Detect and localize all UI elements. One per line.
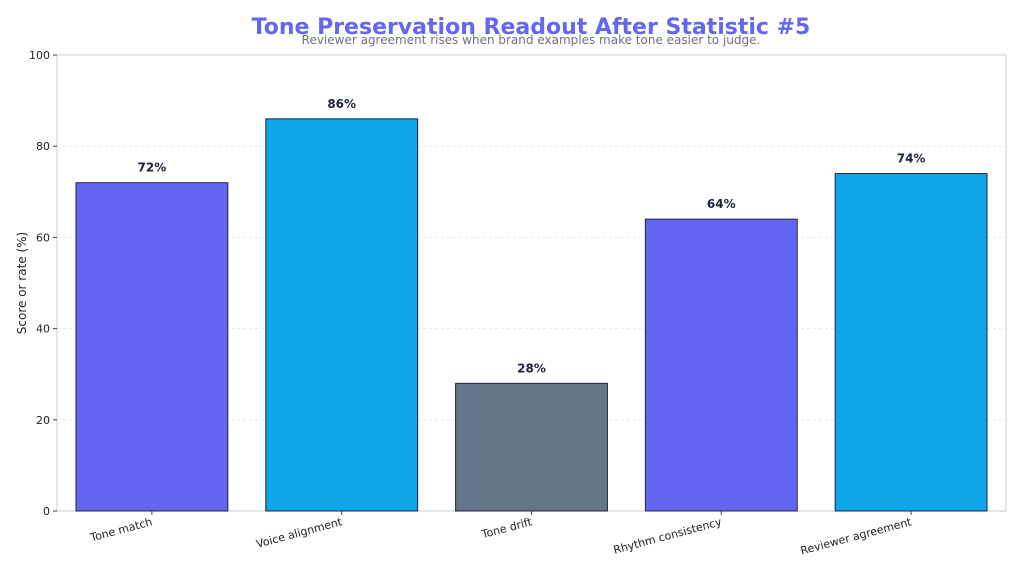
y-axis-label: Score or rate (%) <box>15 232 29 334</box>
x-tick-label: Tone match <box>88 515 154 544</box>
bar-value-label: 28% <box>517 361 546 375</box>
y-tick-label: 60 <box>36 231 50 244</box>
x-tick-label: Voice alignment <box>255 515 344 551</box>
x-tick-label: Rhythm consistency <box>612 515 724 557</box>
bar <box>834 173 988 512</box>
x-tick-label: Tone drift <box>479 515 534 541</box>
y-tick-label: 0 <box>43 505 50 518</box>
bar <box>644 218 798 512</box>
y-tick-label: 20 <box>36 414 50 427</box>
bar-value-label: 72% <box>138 161 167 175</box>
y-tick-label: 40 <box>36 323 50 336</box>
bar <box>75 182 229 512</box>
bar <box>265 118 419 512</box>
bars <box>75 118 988 512</box>
bar-value-label: 86% <box>327 97 356 111</box>
x-tick-label: Reviewer agreement <box>799 515 913 557</box>
data-labels: 72% 86% 28% 64% 74% <box>138 97 926 375</box>
y-tick-label: 100 <box>29 49 50 62</box>
x-axis: Tone match Voice alignment Tone drift Rhyth… <box>88 511 914 557</box>
bar-value-label: 74% <box>897 152 926 166</box>
chart-title: Tone Preservation Readout After Statisti… <box>252 15 811 40</box>
bar-value-label: 64% <box>707 197 736 211</box>
bar <box>455 382 608 512</box>
chart-subtitle: Reviewer agreement rises when brand exam… <box>302 33 761 47</box>
y-axis: 0 20 40 60 80 100 <box>29 49 57 518</box>
y-tick-label: 80 <box>36 140 50 153</box>
